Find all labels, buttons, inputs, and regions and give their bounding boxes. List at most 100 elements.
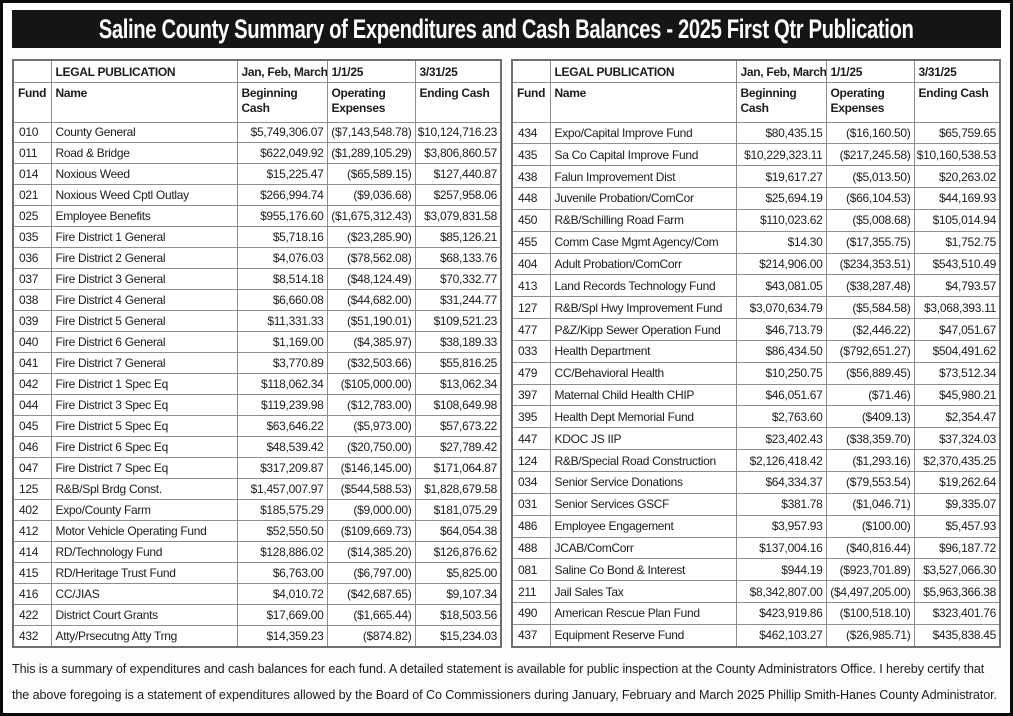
cell-fund: 422 — [12, 603, 52, 626]
cell-ending-cash: $44,169.93 — [913, 187, 1001, 210]
cell-fund: 011 — [12, 142, 52, 165]
header-beginning-cash: Beginning Cash — [236, 81, 328, 123]
cell-ending-cash: $15,234.03 — [414, 624, 502, 648]
cell-ending-cash: $9,335.07 — [913, 492, 1001, 516]
header-row-labels: Fund Name Beginning Cash Operating Expenses… — [12, 81, 502, 123]
cell-fund: 455 — [511, 230, 551, 254]
cell-name: RD/Heritage Trust Fund — [50, 561, 238, 584]
table-row: 402 Expo/County Farm $185,575.29 ($9,000.00… — [12, 498, 502, 521]
cell-beginning-cash: $2,763.60 — [735, 405, 827, 429]
cell-operating-expenses: ($4,385.97) — [326, 331, 416, 354]
cell-name: Expo/County Farm — [50, 498, 238, 521]
cell-fund: 416 — [12, 582, 52, 605]
cell-fund: 046 — [12, 436, 52, 458]
cell-ending-cash: $5,825.00 — [414, 561, 502, 584]
table-row: 488 JCAB/ComCorr $137,004.16 ($40,816.44) $9… — [511, 536, 1001, 560]
page-title: Saline County Summary of Expenditures an… — [99, 13, 914, 44]
cell-operating-expenses: ($40,816.44) — [825, 536, 915, 560]
header-operating-expenses: Operating Expenses — [326, 81, 416, 123]
cell-operating-expenses: ($6,797.00) — [326, 561, 416, 584]
cell-beginning-cash: $10,250.75 — [735, 361, 827, 385]
cell-name: Fire District 7 Spec Eq — [50, 457, 238, 479]
table-row: 432 Atty/Prsecutng Atty Trng $14,359.23 ($8… — [12, 624, 502, 648]
cell-fund: 037 — [12, 268, 52, 291]
cell-beginning-cash: $11,331.33 — [236, 310, 328, 333]
table-row: 448 Juvenile Probation/ComCor $25,694.19 ($… — [511, 187, 1001, 210]
table-row: 127 R&B/Spl Hwy Improvement Fund $3,070,63… — [511, 296, 1001, 320]
cell-name: District Court Grants — [50, 603, 238, 626]
cell-fund: 434 — [511, 121, 551, 145]
cell-name: R&B/Special Road Construction — [549, 449, 737, 472]
cell-fund: 031 — [511, 492, 551, 516]
cell-fund: 040 — [12, 331, 52, 354]
cell-beginning-cash: $944.19 — [735, 558, 827, 582]
cell-beginning-cash: $1,169.00 — [236, 331, 328, 354]
cell-fund: 036 — [12, 247, 52, 270]
cell-operating-expenses: ($4,497,205.00) — [825, 580, 915, 604]
cell-operating-expenses: ($56,889.45) — [825, 361, 915, 385]
cell-name: Jail Sales Tax — [549, 580, 737, 604]
cell-operating-expenses: ($42,687.65) — [326, 582, 416, 605]
table-row: 081 Saline Co Bond & Interest $944.19 ($923… — [511, 558, 1001, 582]
cell-ending-cash: $5,963,366.38 — [913, 580, 1001, 604]
cell-name: Employee Benefits — [50, 205, 238, 228]
cell-name: Fire District 5 General — [50, 310, 238, 333]
cell-name: Employee Engagement — [549, 514, 737, 538]
table-row: 490 American Rescue Plan Fund $423,919.86(… — [511, 602, 1001, 625]
cell-ending-cash: $57,673.22 — [414, 415, 502, 438]
cell-fund: 033 — [511, 339, 551, 363]
cell-beginning-cash: $2,126,418.42 — [735, 449, 827, 472]
table-row: 415 RD/Heritage Trust Fund $6,763.00 ($6,79… — [12, 561, 502, 584]
cell-fund: 025 — [12, 205, 52, 228]
cell-fund: 211 — [511, 580, 551, 604]
cell-beginning-cash: $6,660.08 — [236, 289, 328, 312]
cell-ending-cash: $31,244.77 — [414, 289, 502, 312]
cell-name: Noxious Weed Cptl Outlay — [50, 184, 238, 207]
cell-operating-expenses: ($51,190.01) — [326, 310, 416, 333]
cell-operating-expenses: ($105,000.00) — [326, 373, 416, 396]
cell-operating-expenses: ($9,036.68) — [326, 184, 416, 207]
table-row: 046 Fire District 6 Spec Eq $48,539.42 ($20… — [12, 436, 502, 458]
cell-operating-expenses: ($874.82) — [326, 624, 416, 648]
cell-operating-expenses: ($1,675,312.43) — [326, 205, 416, 228]
cell-beginning-cash: $3,070,634.79 — [735, 296, 827, 320]
cell-ending-cash: $109,521.23 — [414, 310, 502, 333]
cell-fund: 010 — [12, 121, 52, 144]
cell-ending-cash: $3,527,066.30 — [913, 558, 1001, 582]
cell-beginning-cash: $137,004.16 — [735, 536, 827, 560]
header-fund: Fund — [12, 81, 52, 123]
cell-ending-cash: $85,126.21 — [414, 226, 502, 249]
cell-name: Sa Co Capital Improve Fund — [549, 143, 737, 167]
cell-operating-expenses: ($217,245.58) — [825, 143, 915, 167]
cell-ending-cash: $504,491.62 — [913, 339, 1001, 363]
cell-fund: 038 — [12, 289, 52, 312]
cell-name: Fire District 3 Spec Eq — [50, 394, 238, 417]
table-row: 042 Fire District 1 Spec Eq $118,062.34 ($1… — [12, 373, 502, 396]
cell-name: Juvenile Probation/ComCor — [549, 187, 737, 210]
header-row-dates: LEGAL PUBLICATION Jan, Feb, March 1/1/25 3/… — [12, 59, 502, 83]
table-row: 010 County General $5,749,306.07 ($7,143,54… — [12, 121, 502, 144]
table-row: 021 Noxious Weed Cptl Outlay $266,994.74 ($… — [12, 184, 502, 207]
table-row: 014 Noxious Weed $15,225.47 ($65,589.15) $12… — [12, 163, 502, 186]
cell-fund: 412 — [12, 519, 52, 542]
table-row: 041 Fire District 7 General $3,770.89 ($32,… — [12, 352, 502, 375]
cell-operating-expenses: ($23,285.90) — [326, 226, 416, 249]
cell-name: Health Dept Memorial Fund — [549, 405, 737, 429]
cell-name: R&B/Schilling Road Farm — [549, 208, 737, 232]
cell-ending-cash: $19,262.64 — [913, 471, 1001, 494]
cell-ending-cash: $10,160,538.53 — [913, 143, 1001, 167]
table-row: 404 Adult Probation/ComCorr $214,906.00 ($2… — [511, 252, 1001, 276]
cell-name: Noxious Weed — [50, 163, 238, 186]
header-name: Name — [549, 81, 737, 123]
table-row: 011 Road & Bridge $622,049.92 ($1,289,105.2… — [12, 142, 502, 165]
cell-ending-cash: $2,370,435.25 — [913, 449, 1001, 472]
cell-fund: 035 — [12, 226, 52, 249]
table-row: 435 Sa Co Capital Improve Fund $10,229,323… — [511, 143, 1001, 167]
cell-fund: 432 — [12, 624, 52, 648]
header-ending-cash: Ending Cash — [913, 81, 1001, 123]
cell-ending-cash: $5,457.93 — [913, 514, 1001, 538]
cell-ending-cash: $3,068,393.11 — [913, 296, 1001, 320]
cell-beginning-cash: $214,906.00 — [735, 252, 827, 276]
cell-name: Fire District 7 General — [50, 352, 238, 375]
header-ending-cash: Ending Cash — [414, 81, 502, 123]
